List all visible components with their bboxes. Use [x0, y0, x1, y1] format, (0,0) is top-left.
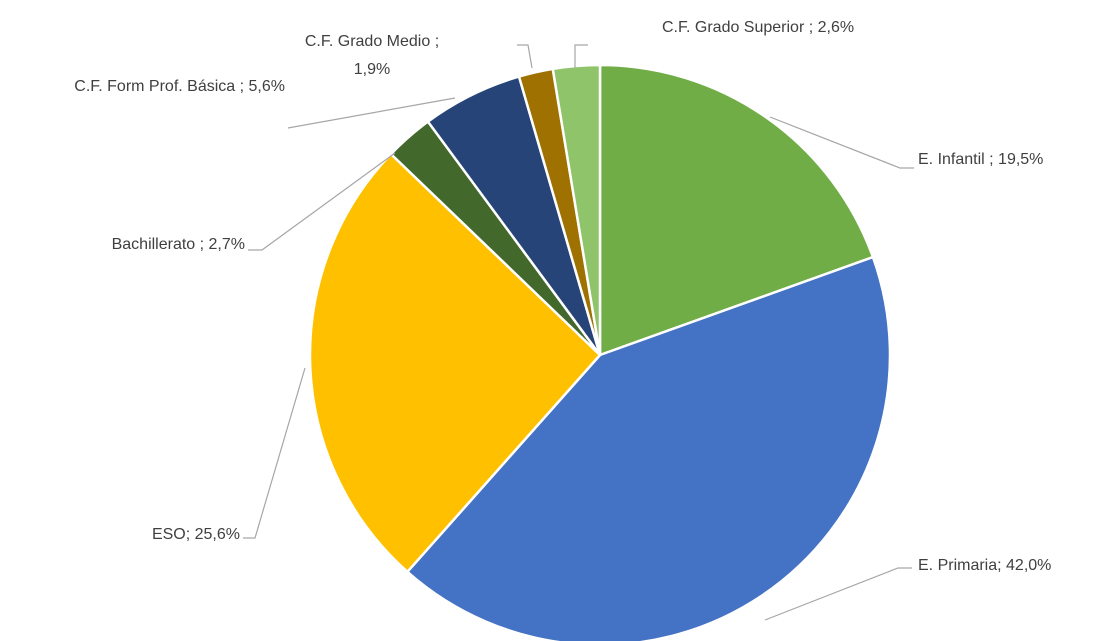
leader-line — [517, 44, 533, 69]
data-label: ESO; 25,6% — [152, 526, 240, 543]
data-label: C.F. Grado Superior ; 2,6% — [662, 19, 854, 36]
data-label-line: 1,9% — [354, 61, 390, 78]
pie-slice — [405, 255, 892, 641]
data-label: C.F. Form Prof. Básica ; 5,6% — [74, 78, 285, 95]
pie-slice — [551, 63, 602, 356]
data-label: Bachillerato ; 2,7% — [112, 236, 245, 253]
data-label: E. Infantil ; 19,5% — [918, 151, 1043, 168]
leader-line — [243, 367, 306, 539]
data-label-line: C.F. Grado Medio ; — [305, 33, 439, 50]
pie-slice — [308, 152, 602, 574]
data-label: E. Primaria; 42,0% — [918, 557, 1051, 574]
leader-line — [248, 152, 396, 251]
leader-line — [574, 44, 588, 68]
leader-line — [764, 567, 912, 621]
pie-slice — [598, 63, 875, 357]
leader-line — [287, 97, 456, 129]
data-label: C.F. Grado Medio ; 1,9% — [305, 33, 439, 78]
leader-line — [769, 116, 914, 169]
